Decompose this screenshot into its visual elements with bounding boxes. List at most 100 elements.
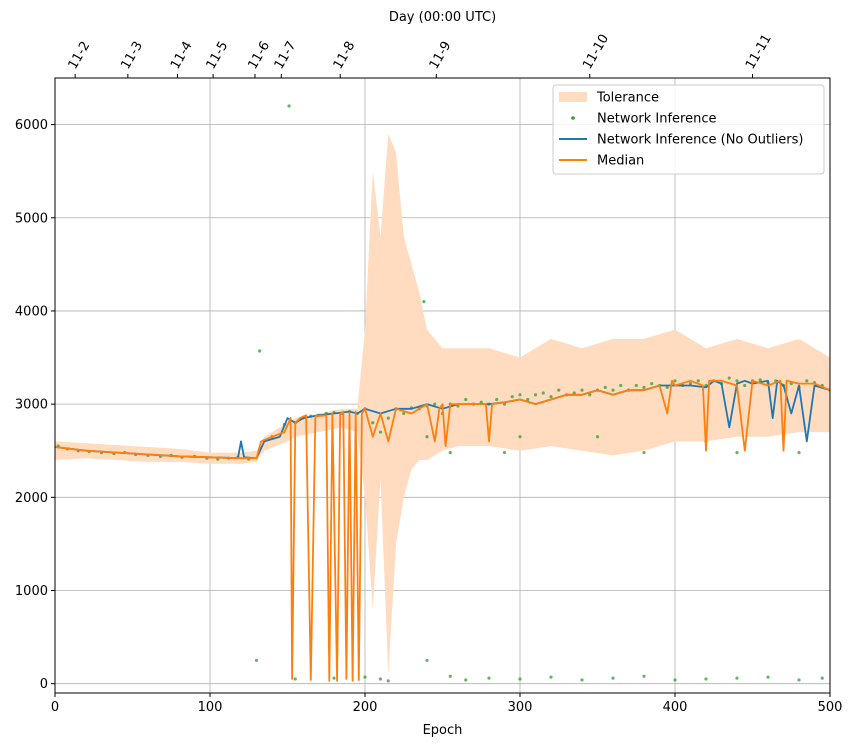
network-inference-point <box>735 379 739 383</box>
network-inference-point <box>603 385 607 389</box>
network-inference-point <box>735 676 739 680</box>
network-inference-point <box>479 400 483 404</box>
network-inference-point <box>549 675 553 679</box>
network-inference-point <box>378 430 383 434</box>
y-tick-label: 2000 <box>15 491 48 506</box>
network-inference-point <box>642 674 646 678</box>
network-inference-point <box>363 675 367 679</box>
network-inference-point <box>557 388 561 392</box>
x-tick-label: 400 <box>663 700 688 715</box>
legend-swatch-network-inference <box>571 116 575 120</box>
network-inference-point <box>688 382 693 386</box>
y-tick-label: 3000 <box>15 398 48 413</box>
x-tick-label: 500 <box>818 700 843 715</box>
legend-label: Network Inference (No Outliers) <box>597 133 804 148</box>
top-tick-label: 11-6 <box>245 39 273 72</box>
network-inference-point <box>580 678 584 682</box>
network-inference-point <box>758 378 762 382</box>
network-inference-point <box>735 450 739 455</box>
network-inference-point <box>665 385 669 389</box>
network-inference-point <box>448 450 452 455</box>
network-inference-point <box>805 379 809 383</box>
network-inference-point <box>642 385 646 389</box>
top-tick-label: 11-5 <box>204 39 232 72</box>
x-tick-label: 100 <box>198 700 223 715</box>
network-inference-point <box>727 376 731 380</box>
network-inference-point <box>642 450 646 455</box>
network-inference-point <box>518 393 522 397</box>
network-inference-point <box>611 388 615 392</box>
top-tick-label: 11-3 <box>118 39 146 72</box>
network-inference-point <box>696 379 700 383</box>
top-tick-label: 11-4 <box>168 39 196 72</box>
network-inference-point <box>766 675 770 679</box>
network-inference-point <box>371 421 375 425</box>
network-inference-point <box>386 679 390 683</box>
top-tick-label: 11-8 <box>331 39 359 72</box>
y-tick-label: 4000 <box>15 304 48 319</box>
network-inference-point <box>673 379 677 383</box>
network-inference-point <box>510 395 514 399</box>
network-inference-point <box>549 395 553 399</box>
network-inference-point <box>378 677 383 681</box>
network-inference-point <box>386 416 390 420</box>
plot-area <box>55 104 830 683</box>
legend-label: Tolerance <box>596 91 659 106</box>
network-inference-point <box>541 391 545 395</box>
top-tick-label: 11-10 <box>580 32 612 72</box>
network-inference-point <box>743 383 747 388</box>
plot-frame <box>54 77 831 694</box>
y-tick-label: 0 <box>40 677 48 692</box>
x-tick-label: 0 <box>51 700 59 715</box>
legend-box <box>552 84 825 175</box>
top-tick-label: 11-7 <box>272 39 300 72</box>
y-tick-label: 1000 <box>15 584 48 599</box>
network-inference-point <box>502 450 507 455</box>
x-tick-label: 300 <box>508 700 533 715</box>
network-inference-point <box>502 402 507 406</box>
network-inference-point <box>422 300 426 304</box>
network-inference-point <box>619 383 623 388</box>
top-tick-label: 11-2 <box>66 39 94 72</box>
network-inference-point <box>332 676 336 680</box>
network-inference-point <box>293 677 297 681</box>
network-inference-point <box>464 678 468 682</box>
network-inference-point <box>580 388 584 392</box>
network-inference-point <box>704 677 708 681</box>
network-inference-point <box>448 674 452 678</box>
top-axis-label: Day (00:00 UTC) <box>389 10 496 25</box>
axes: 0 100 200 300 400 500010002000300040005000600… <box>15 32 843 715</box>
legend-swatch-tolerance <box>559 92 587 102</box>
network-inference-point <box>433 402 437 406</box>
network-inference-point <box>572 391 576 395</box>
network-inference-point <box>518 677 522 681</box>
network-inference-point <box>634 383 638 388</box>
top-tick-label: 11-9 <box>427 39 455 72</box>
x-axis-label: Epoch <box>423 723 463 738</box>
network-inference-point <box>287 104 291 108</box>
legend-label: Network Inference <box>597 112 717 127</box>
network-inference-point <box>254 658 259 662</box>
network-inference-point <box>518 435 522 439</box>
network-inference-point <box>533 393 538 397</box>
network-inference-point <box>673 678 677 682</box>
network-inference-point <box>487 676 491 680</box>
network-inference-point <box>820 676 824 680</box>
network-inference-point <box>650 382 654 386</box>
network-inference-point <box>258 349 262 353</box>
legend: Tolerance Network Inference Network Infere… <box>552 84 825 175</box>
y-tick-label: 6000 <box>15 118 48 133</box>
network-inference-point <box>526 397 530 402</box>
network-inference-point <box>797 678 801 682</box>
series-median-line <box>55 379 830 682</box>
legend-label: Median <box>597 154 644 169</box>
network-inference-point <box>611 676 615 680</box>
network-inference-point <box>495 397 499 402</box>
network-inference-point <box>425 658 429 662</box>
network-inference-point <box>425 435 429 439</box>
network-inference-point <box>595 435 600 439</box>
x-tick-label: 200 <box>353 700 378 715</box>
network-inference-point <box>402 411 406 416</box>
y-tick-label: 5000 <box>15 211 48 226</box>
